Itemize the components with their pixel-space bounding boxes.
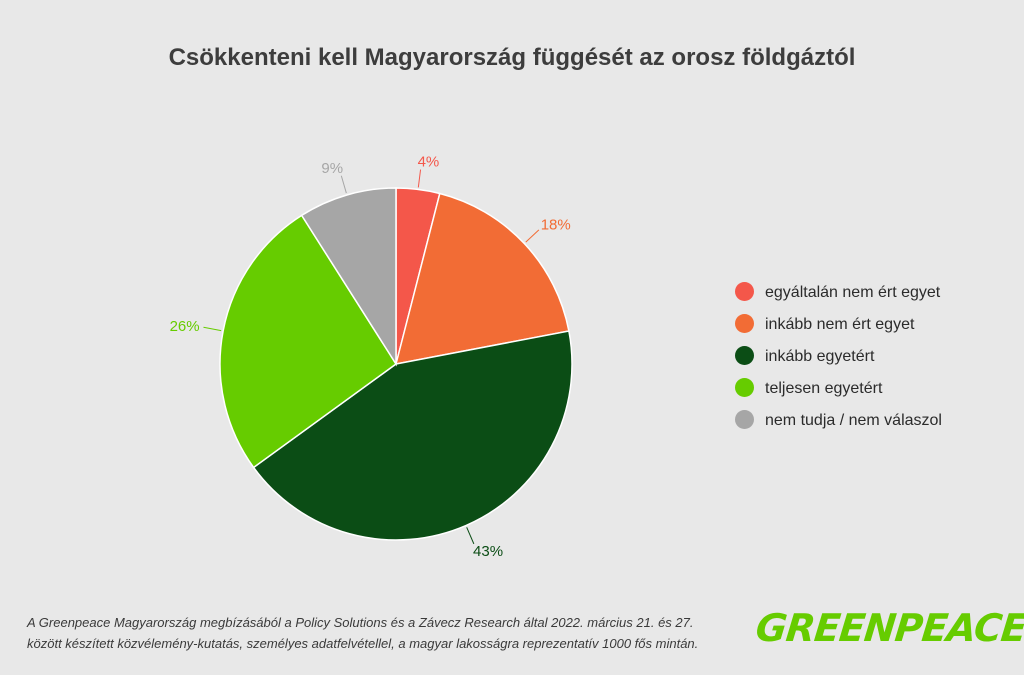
pie-value-label-2: 18%	[541, 216, 571, 233]
pie-labels: 4% 18% 43% 26% 9%	[170, 154, 571, 561]
pie-leader-1	[417, 169, 422, 188]
greenpeace-logo: GREENPEACE	[753, 606, 1024, 650]
legend-label-5: nem tudja / nem válaszol	[765, 412, 942, 429]
legend-swatch-5	[735, 410, 754, 429]
pie-leader-4	[203, 326, 222, 332]
legend-swatch-3	[735, 346, 754, 365]
pie-leader-3	[466, 527, 475, 545]
pie-leader-2	[525, 229, 540, 243]
pie-slice-2	[394, 192, 570, 365]
pie-value-label-4: 26%	[170, 318, 200, 335]
legend-swatch-1	[735, 282, 754, 301]
pie-value-label-5: 9%	[321, 160, 343, 177]
legend-item-4: teljesen egyetért	[735, 378, 975, 399]
legend: egyáltalán nem ért egyet inkább nem ért …	[735, 282, 975, 442]
legend-item-1: egyáltalán nem ért egyet	[735, 282, 975, 303]
chart-title: Csökkenteni kell Magyarország függését a…	[168, 44, 856, 71]
legend-label-4: teljesen egyetért	[765, 380, 883, 397]
legend-item-3: inkább egyetért	[735, 346, 975, 367]
pie-value-label-3: 43%	[473, 543, 503, 560]
pie-slice-5	[300, 187, 397, 367]
pie-slice-3	[252, 330, 573, 541]
pie-slices	[219, 187, 573, 541]
pie-value-label-1: 4%	[418, 154, 440, 171]
legend-label-2: inkább nem ért egyet	[765, 316, 915, 333]
source-note: A Greenpeace Magyarország megbízásából a…	[27, 615, 699, 651]
legend-label-1: egyáltalán nem ért egyet	[765, 284, 941, 301]
pie-leader-5	[340, 175, 347, 194]
legend-swatch-2	[735, 314, 754, 333]
legend-swatch-4	[735, 378, 754, 397]
legend-label-3: inkább egyetért	[765, 348, 875, 365]
legend-item-5: nem tudja / nem válaszol	[735, 410, 975, 431]
pie-slice-4	[219, 214, 398, 469]
legend-item-2: inkább nem ért egyet	[735, 314, 975, 335]
